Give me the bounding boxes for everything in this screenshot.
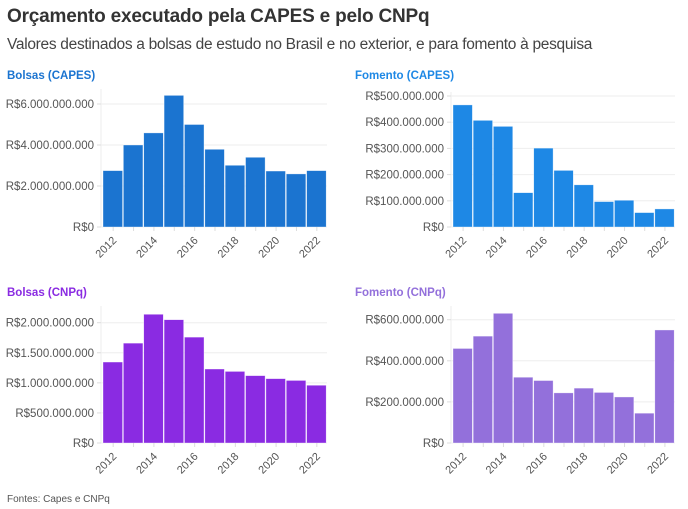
bar-2012 [102, 361, 123, 444]
y-tick-label: R$0 [73, 438, 94, 450]
x-tick-label: 2012 [94, 235, 120, 261]
y-tick-label: R$600.000.000 [365, 315, 444, 327]
x-tick-label: 2020 [605, 235, 631, 261]
chart-fomento-cnpq: R$0 R$200.000.000 R$400.000.000 R$600.000.0… [365, 306, 675, 476]
bar-2017 [553, 170, 574, 228]
y-tick-label: R$2.000.000.000 [6, 318, 94, 330]
page-title: Orçamento executado pela CAPES e pelo CN… [7, 6, 430, 27]
bar-2020 [265, 378, 286, 444]
bar-2012 [102, 170, 123, 228]
bar-2019 [245, 157, 266, 228]
bar-2013 [472, 335, 493, 444]
x-tick-label: 2022 [297, 235, 323, 261]
bar-2014 [143, 132, 164, 228]
panel-title-bolsas-cnpq: Bolsas (CNPq) [7, 287, 87, 299]
bar-2014 [493, 313, 514, 444]
bar-2016 [184, 336, 205, 444]
bar-2020 [614, 199, 635, 228]
bar-2014 [493, 126, 514, 228]
bar-2022 [306, 384, 327, 444]
x-tick-label: 2016 [524, 451, 550, 477]
bar-2016 [533, 380, 554, 444]
panel-title-fomento-capes: Fomento (CAPES) [355, 70, 455, 82]
bar-2018 [573, 184, 594, 228]
x-tick-label: 2016 [175, 235, 201, 261]
x-tick-label: 2022 [645, 451, 671, 477]
bar-2013 [123, 342, 144, 444]
y-tick-label: R$200.000.000 [365, 397, 444, 409]
bar-2012 [452, 104, 473, 228]
bar-2013 [123, 144, 144, 228]
bar-2016 [533, 147, 554, 228]
y-tick-label: R$0 [423, 222, 444, 234]
x-tick-label: 2012 [94, 451, 120, 477]
y-tick-label: R$2.000.000.000 [6, 181, 94, 193]
bar-2017 [204, 368, 225, 444]
y-tick-label: R$0 [73, 222, 94, 234]
x-tick-label: 2014 [134, 451, 160, 477]
bar-2018 [224, 164, 246, 228]
chart-bolsas-cnpq: R$0 R$500.000.000 R$1.000.000.000 R$1.500.0… [6, 306, 327, 476]
chart-bolsas-capes: R$0 R$2.000.000.000 R$4.000.000.000 R$6.000… [6, 89, 327, 260]
x-tick-label: 2020 [605, 451, 631, 477]
x-tick-label: 2016 [524, 235, 550, 261]
panel-title-fomento-cnpq: Fomento (CNPq) [355, 287, 446, 299]
y-tick-label: R$500.000.000 [15, 408, 94, 420]
y-tick-label: R$0 [423, 438, 444, 450]
y-tick-label: R$400.000.000 [365, 117, 444, 129]
panel-title-bolsas-capes: Bolsas (CAPES) [7, 70, 96, 82]
bar-2021 [634, 212, 655, 228]
x-tick-label: 2016 [175, 451, 201, 477]
x-tick-label: 2012 [443, 235, 469, 261]
x-tick-label: 2020 [256, 451, 282, 477]
bar-2022 [654, 208, 675, 228]
y-tick-label: R$1.500.000.000 [6, 348, 94, 360]
y-tick-label: R$1.000.000.000 [6, 378, 94, 390]
x-tick-label: 2018 [565, 451, 591, 477]
x-tick-label: 2014 [484, 235, 510, 261]
bar-2014 [143, 313, 164, 444]
x-tick-label: 2018 [216, 451, 242, 477]
bar-2017 [204, 149, 225, 228]
bar-2015 [163, 319, 184, 444]
bar-2015 [513, 376, 534, 444]
x-tick-label: 2018 [216, 235, 242, 261]
x-tick-label: 2022 [645, 235, 671, 261]
bar-2020 [265, 170, 286, 228]
bar-2018 [573, 387, 594, 444]
bar-2021 [634, 412, 655, 444]
y-tick-label: R$200.000.000 [365, 170, 444, 182]
y-tick-label: R$300.000.000 [365, 143, 444, 155]
y-tick-label: R$100.000.000 [365, 196, 444, 208]
bar-2018 [224, 371, 246, 444]
x-tick-label: 2022 [297, 451, 323, 477]
bar-2021 [285, 380, 307, 444]
page-subtitle: Valores destinados a bolsas de estudo no… [7, 36, 593, 53]
bar-2017 [553, 392, 574, 444]
bar-2021 [285, 173, 307, 228]
chart-fomento-capes: R$0 R$100.000.000 R$200.000.000 R$300.000.0… [365, 91, 675, 260]
x-tick-label: 2012 [443, 451, 469, 477]
bar-2016 [184, 124, 205, 228]
y-tick-label: R$500.000.000 [365, 91, 444, 103]
x-tick-label: 2020 [256, 235, 282, 261]
bar-2019 [245, 375, 266, 444]
x-tick-label: 2018 [565, 235, 591, 261]
x-tick-label: 2014 [484, 451, 510, 477]
x-tick-label: 2014 [134, 235, 160, 261]
bar-2022 [306, 170, 327, 228]
bar-2015 [163, 95, 184, 228]
bar-2019 [593, 201, 614, 228]
bar-2022 [654, 329, 675, 444]
bar-2015 [513, 192, 534, 228]
source-note: Fontes: Capes e CNPq [7, 494, 110, 505]
y-tick-label: R$4.000.000.000 [6, 140, 94, 152]
bar-2020 [614, 396, 635, 444]
bar-2012 [452, 348, 473, 444]
bar-2013 [472, 120, 493, 228]
y-tick-label: R$400.000.000 [365, 356, 444, 368]
y-tick-label: R$6.000.000.000 [6, 99, 94, 111]
bar-2019 [593, 392, 614, 444]
